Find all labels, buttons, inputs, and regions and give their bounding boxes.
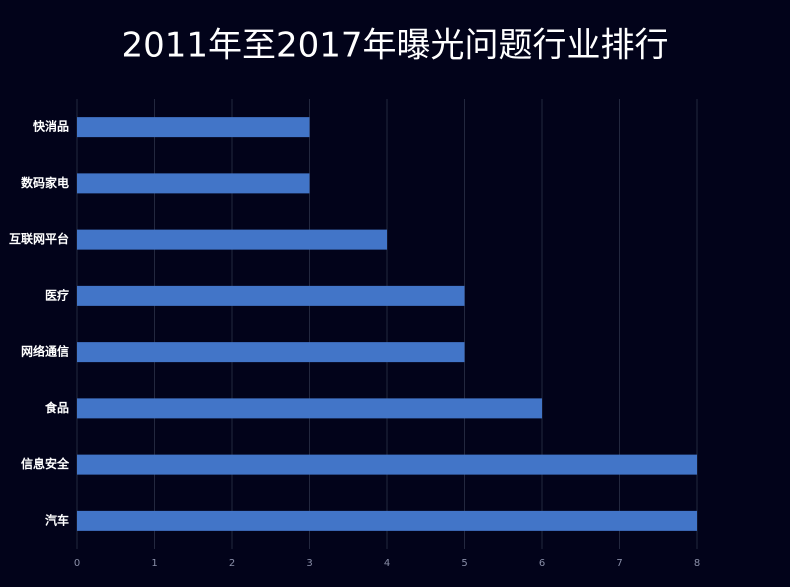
x-tick-label: 5	[461, 558, 467, 569]
x-tick-label: 6	[539, 558, 545, 569]
x-tick-label: 1	[151, 558, 157, 569]
bar	[77, 454, 697, 475]
y-tick-label: 食品	[44, 400, 69, 415]
y-tick-label: 医疗	[45, 287, 69, 302]
bar	[77, 285, 465, 306]
y-tick-label: 互联网平台	[9, 231, 69, 246]
bar	[77, 173, 310, 194]
x-tick-label: 4	[384, 558, 390, 569]
x-tick-label: 3	[306, 558, 312, 569]
y-tick-label: 信息安全	[21, 456, 70, 471]
bar	[77, 510, 697, 531]
bar	[77, 117, 310, 138]
y-tick-label: 网络通信	[21, 344, 69, 359]
y-tick-label: 数码家电	[21, 175, 69, 190]
y-tick-label: 快消品	[33, 119, 69, 134]
x-tick-label: 2	[229, 558, 235, 569]
x-tick-label: 0	[74, 558, 80, 569]
bar	[77, 398, 542, 419]
x-tick-label: 8	[694, 558, 700, 569]
y-tick-label: 汽车	[45, 512, 69, 527]
bar	[77, 342, 465, 363]
bar	[77, 229, 387, 250]
x-tick-label: 7	[616, 558, 622, 569]
chart-title: 2011年至2017年曝光问题行业排行	[121, 26, 668, 66]
